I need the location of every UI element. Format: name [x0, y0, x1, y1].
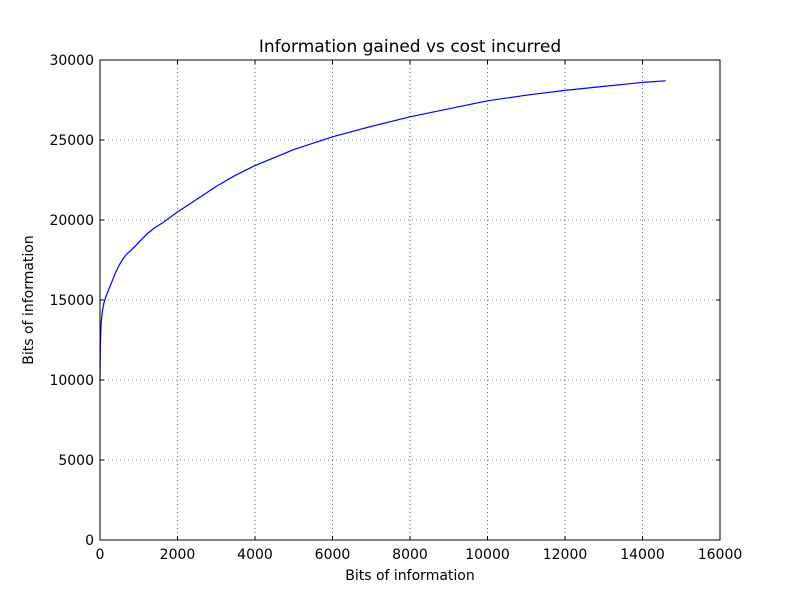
- y-tick-label: 10000: [49, 373, 94, 389]
- x-tick-label: 12000: [543, 547, 588, 563]
- y-tick-label: 25000: [49, 133, 94, 149]
- x-tick-label: 2000: [160, 547, 196, 563]
- series-layer: [99, 80, 666, 381]
- y-tick-label: 20000: [49, 213, 94, 229]
- x-tick-label: 4000: [237, 547, 273, 563]
- chart-title: Information gained vs cost incurred: [259, 37, 561, 57]
- y-tick-label: 15000: [49, 293, 94, 309]
- x-tick-label: 6000: [315, 547, 351, 563]
- x-tick-label: 16000: [698, 547, 743, 563]
- ticks: 0 2000 4000 6000 8000 10000 12000 14000 16000 0 50…: [49, 53, 742, 563]
- series-line: [99, 80, 666, 381]
- y-tick-label: 0: [85, 533, 94, 549]
- y-tick-label: 5000: [58, 453, 94, 469]
- grid: [100, 60, 720, 540]
- y-tick-label: 30000: [49, 53, 94, 69]
- y-axis-title: Bits of information: [21, 235, 37, 364]
- x-tick-label: 8000: [392, 547, 428, 563]
- x-tick-label: 0: [96, 547, 105, 563]
- x-axis-title: Bits of information: [345, 568, 474, 584]
- x-tick-label: 14000: [620, 547, 665, 563]
- x-tick-label: 10000: [465, 547, 510, 563]
